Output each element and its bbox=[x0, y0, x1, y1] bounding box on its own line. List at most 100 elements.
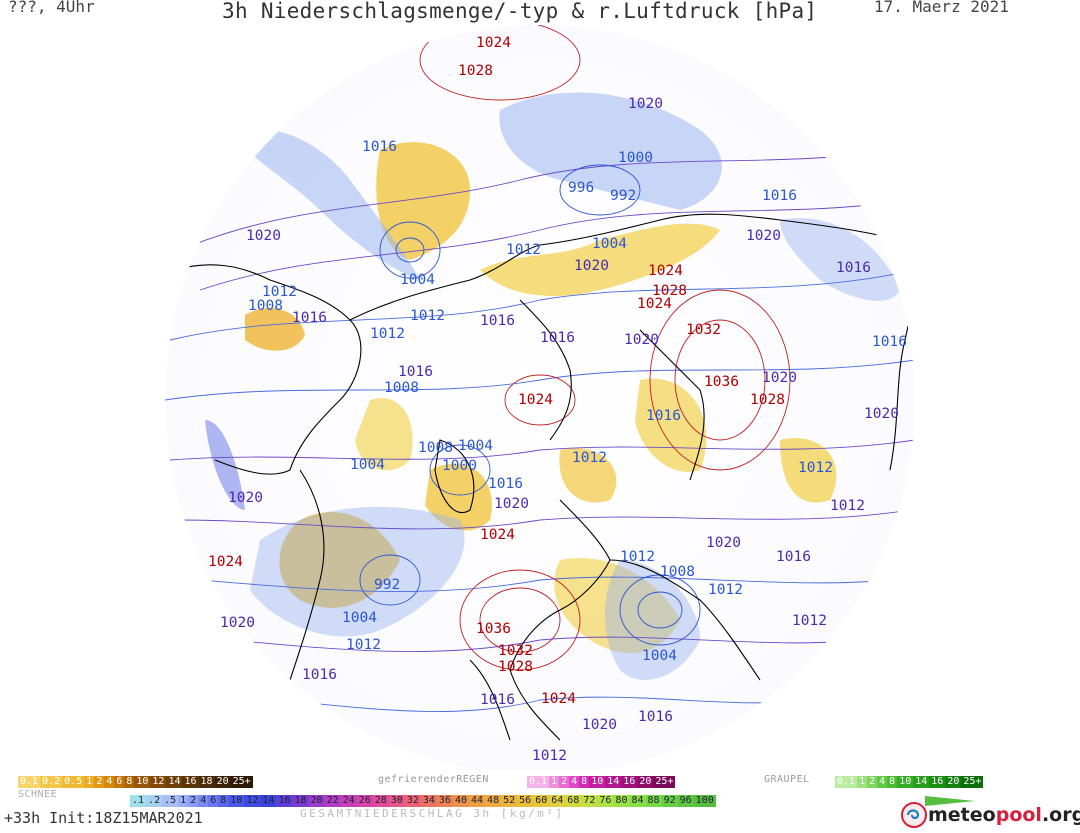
pressure-label: 1008 bbox=[660, 564, 695, 580]
pressure-label: 1004 bbox=[400, 272, 435, 288]
isobar-high bbox=[479, 587, 561, 653]
coastline bbox=[609, 559, 761, 681]
pressure-label: 1012 bbox=[798, 460, 833, 476]
scale-step: .1 bbox=[130, 795, 147, 807]
snow-area bbox=[480, 223, 720, 296]
scale-step: 10 bbox=[228, 795, 245, 807]
pressure-label: 1016 bbox=[836, 260, 871, 276]
init-time: +33h Init:18Z15MAR2021 bbox=[4, 809, 203, 827]
scale-step: 14 bbox=[260, 795, 277, 807]
freezing-rain-scale: 0.1 1 2 4 8 10 14 16 20 25+ bbox=[527, 776, 676, 788]
scale-step: 0.1 bbox=[835, 776, 858, 788]
pressure-label: 1020 bbox=[494, 496, 529, 512]
pressure-label: 1008 bbox=[384, 380, 419, 396]
pressure-label: 1016 bbox=[776, 549, 811, 565]
rain-area bbox=[250, 506, 465, 637]
scale-step: 22 bbox=[324, 795, 341, 807]
coastline-europe bbox=[509, 499, 611, 741]
isobar bbox=[199, 199, 911, 291]
isobar bbox=[165, 359, 915, 401]
scale-step: 10 bbox=[897, 776, 914, 788]
scale-step: 44 bbox=[469, 795, 486, 807]
snow-area bbox=[559, 448, 617, 503]
pressure-label: 1012 bbox=[572, 450, 607, 466]
isobar-low bbox=[429, 444, 491, 496]
snow-area bbox=[376, 142, 470, 260]
pressure-label: 1020 bbox=[220, 615, 255, 631]
total-precip-label: GESAMTNIEDERSCHLAG 3h [kg/m²] bbox=[300, 807, 565, 820]
scale-step: 88 bbox=[645, 795, 662, 807]
scale-step: 60 bbox=[533, 795, 550, 807]
pressure-label: 1000 bbox=[442, 458, 477, 474]
meteopool-logo[interactable]: meteopool.org bbox=[900, 801, 1080, 829]
scale-step: 36 bbox=[436, 795, 453, 807]
snow-area bbox=[279, 512, 400, 608]
pressure-label: 1036 bbox=[476, 621, 511, 637]
isobar bbox=[179, 149, 901, 251]
pressure-label: 1020 bbox=[746, 228, 781, 244]
scale-step: 68 bbox=[565, 795, 582, 807]
pressure-label: 1012 bbox=[830, 498, 865, 514]
pressure-label: 1004 bbox=[642, 648, 677, 664]
scale-step: 34 bbox=[420, 795, 437, 807]
precip-layer bbox=[205, 92, 900, 680]
pressure-label: 1028 bbox=[458, 63, 493, 79]
scale-step: 20 bbox=[945, 776, 962, 788]
pressure-label: 1016 bbox=[540, 330, 575, 346]
scale-step: 64 bbox=[549, 795, 566, 807]
scale-step: 16 bbox=[182, 776, 199, 788]
pressure-label: 1008 bbox=[248, 298, 283, 314]
scale-step: 1 bbox=[549, 776, 560, 788]
scale-step: 12 bbox=[150, 776, 167, 788]
pressure-label: 1004 bbox=[350, 457, 385, 473]
isobars bbox=[165, 25, 915, 712]
pressure-label: 1012 bbox=[506, 242, 541, 258]
isobar-high bbox=[649, 289, 791, 471]
pressure-label: 1036 bbox=[704, 374, 739, 390]
scale-step: 4 bbox=[104, 776, 115, 788]
scale-step: 10 bbox=[589, 776, 606, 788]
pressure-label: 1020 bbox=[762, 370, 797, 386]
scale-step: 2 bbox=[559, 776, 570, 788]
pressure-label: 1012 bbox=[532, 748, 567, 764]
pressure-label: 1020 bbox=[582, 717, 617, 733]
pressure-label: 1016 bbox=[302, 667, 337, 683]
pressure-label: 1020 bbox=[628, 96, 663, 112]
scale-step: 8 bbox=[218, 795, 229, 807]
pressure-label: 1016 bbox=[480, 313, 515, 329]
isobar bbox=[229, 636, 861, 652]
scale-step: 72 bbox=[581, 795, 598, 807]
schnee-label: SCHNEE bbox=[18, 789, 58, 800]
coastline bbox=[519, 299, 572, 441]
pressure-label: 996 bbox=[568, 180, 594, 196]
graupel-scale: 0.1 1 2 4 8 10 14 16 20 25+ bbox=[835, 776, 984, 788]
pressure-label: 1016 bbox=[480, 692, 515, 708]
scale-step: 24 bbox=[340, 795, 357, 807]
scale-step: 25+ bbox=[230, 776, 253, 788]
logo-part: pool bbox=[995, 804, 1042, 826]
rain-area bbox=[780, 218, 900, 301]
scale-step: 4 bbox=[569, 776, 580, 788]
scale-step: 20 bbox=[308, 795, 325, 807]
pressure-label: 1016 bbox=[872, 334, 907, 350]
scale-step: 26 bbox=[356, 795, 373, 807]
pressure-label: 1032 bbox=[686, 322, 721, 338]
scale-step: 52 bbox=[501, 795, 518, 807]
pressure-label: 1020 bbox=[624, 332, 659, 348]
pressure-label: 1020 bbox=[228, 490, 263, 506]
isobar-low bbox=[637, 591, 683, 629]
isobar-high bbox=[504, 374, 576, 426]
rain-area bbox=[205, 420, 245, 510]
pressure-label: 1004 bbox=[592, 236, 627, 252]
pressure-label: 1028 bbox=[750, 392, 785, 408]
scale-step: 0.1 bbox=[18, 776, 41, 788]
coastlines bbox=[174, 213, 911, 741]
scale-step: 1 bbox=[84, 776, 95, 788]
isobar-high bbox=[674, 319, 766, 441]
scale-step: 20 bbox=[637, 776, 654, 788]
snow-area bbox=[554, 558, 680, 654]
scale-step: 56 bbox=[517, 795, 534, 807]
isobar bbox=[169, 269, 915, 341]
isobar-low bbox=[559, 164, 641, 216]
